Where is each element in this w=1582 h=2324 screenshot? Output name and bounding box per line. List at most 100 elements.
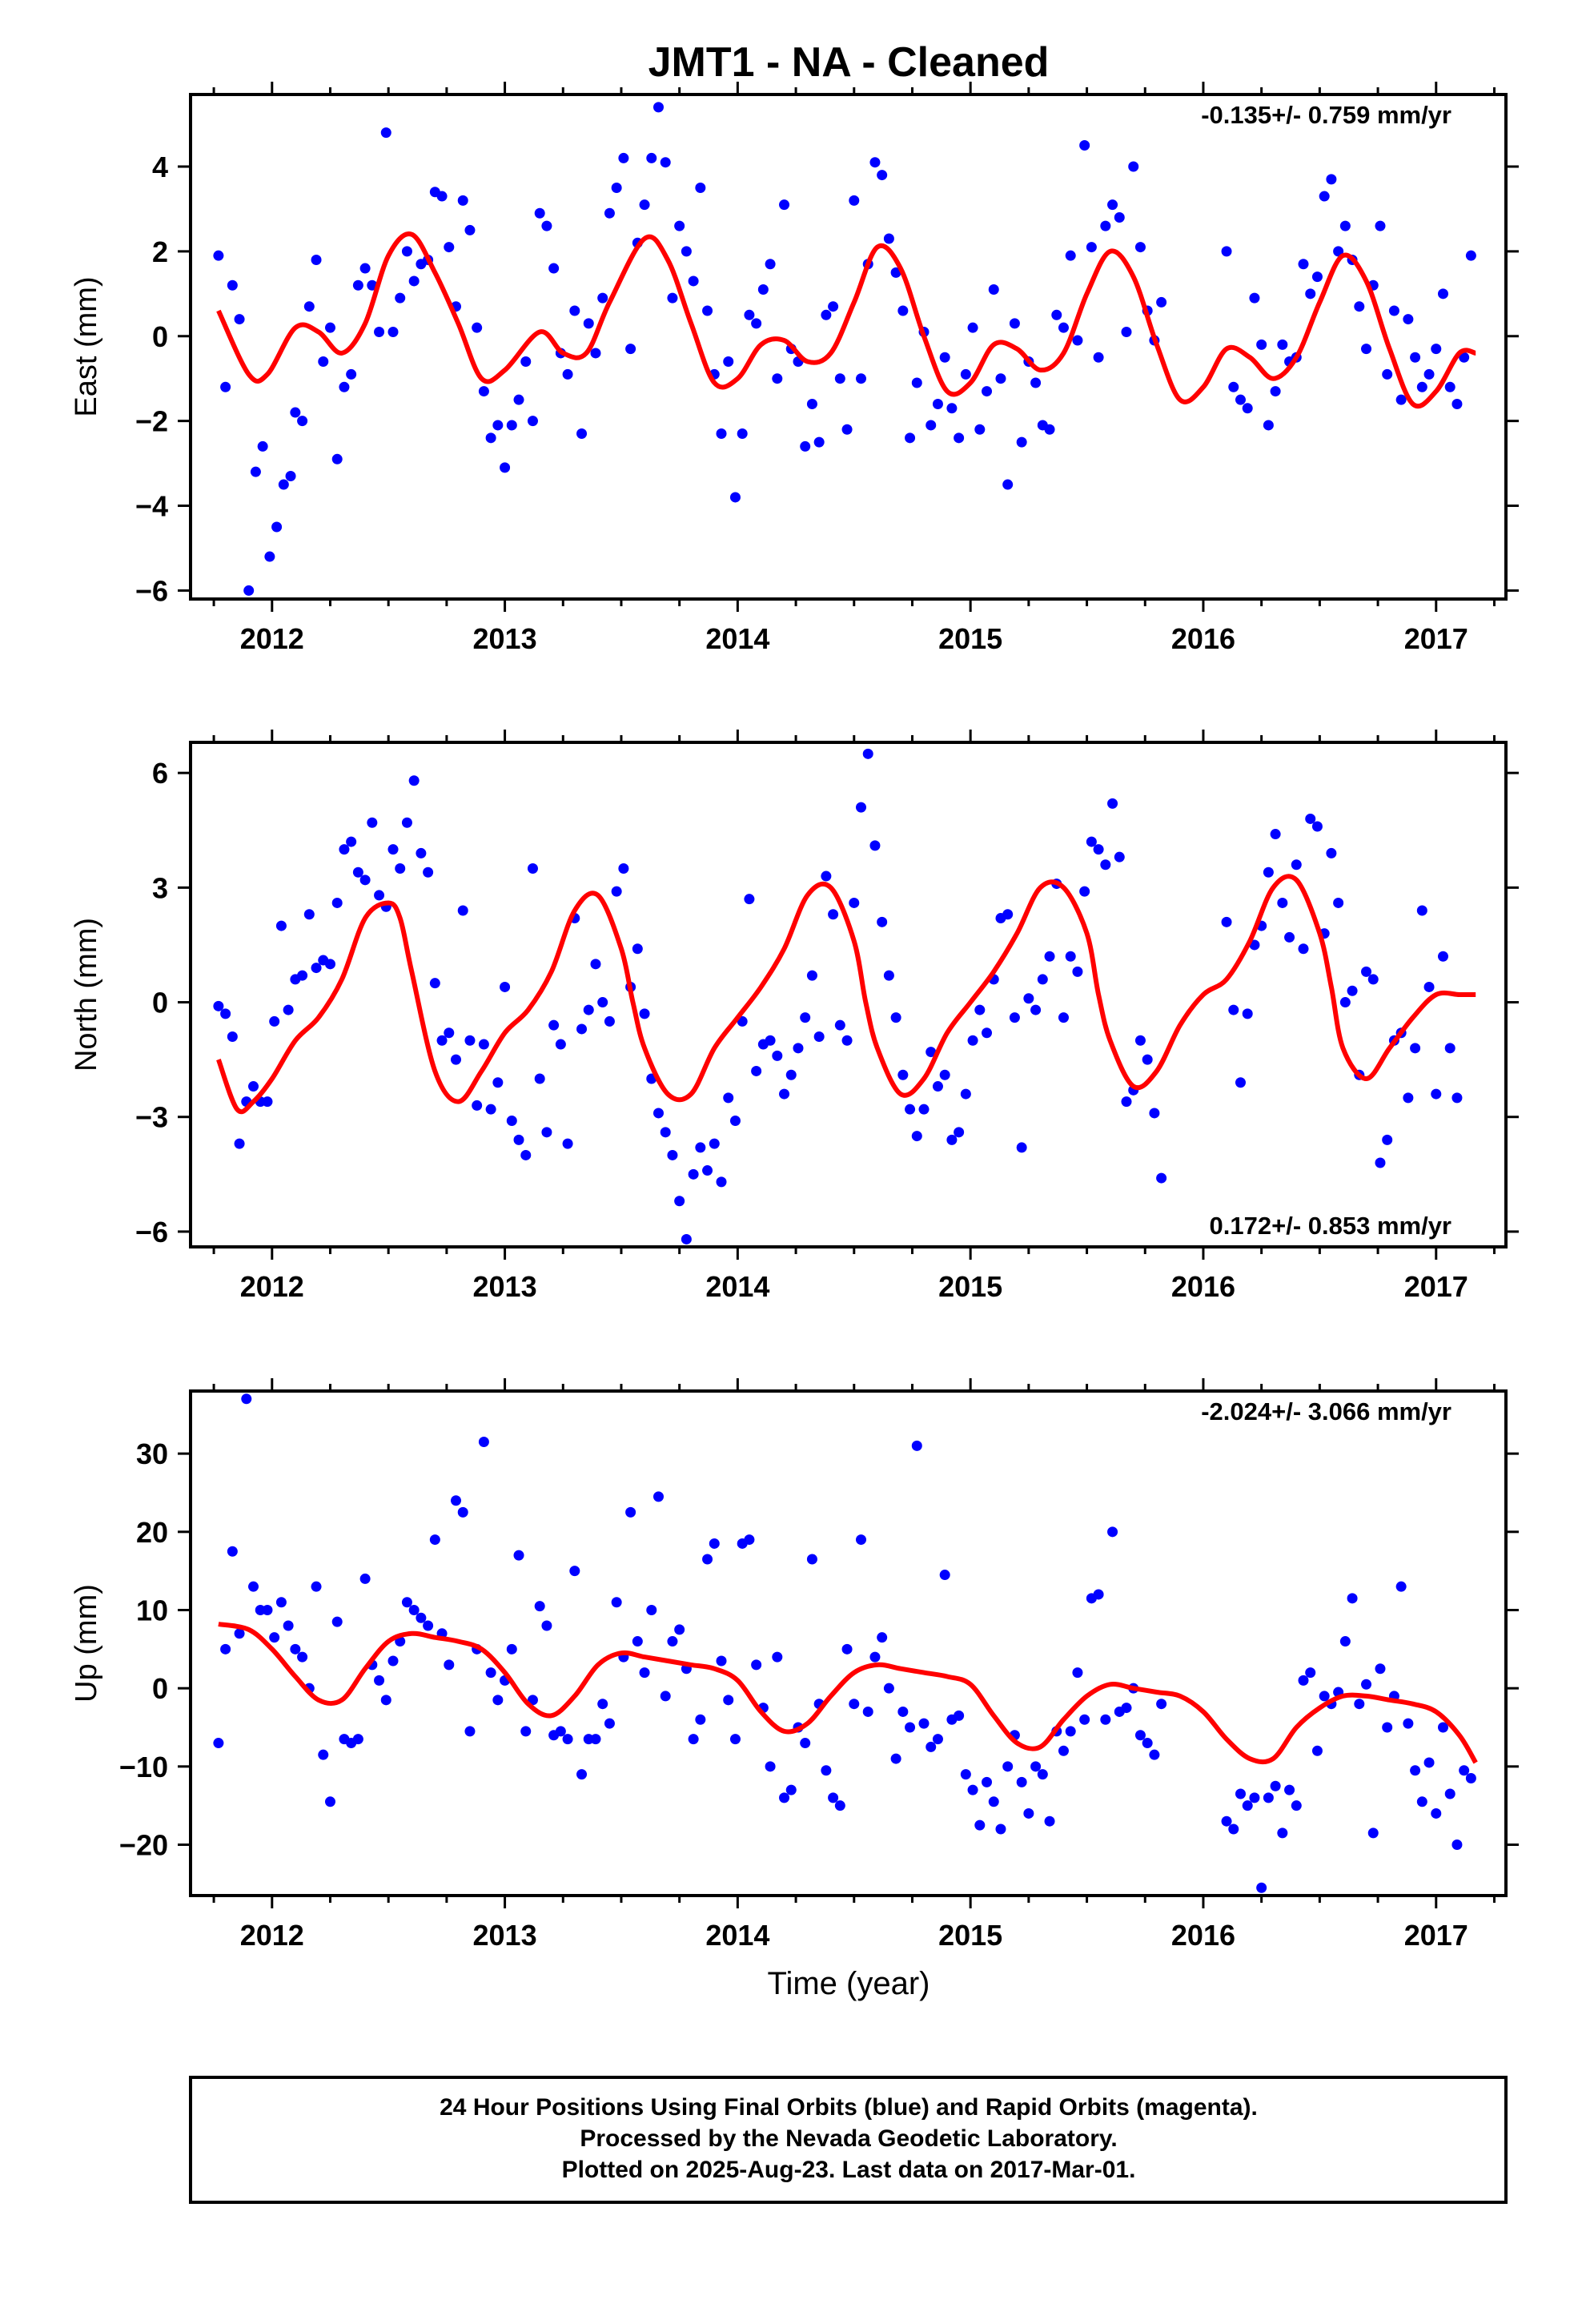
east-data-point (1319, 191, 1330, 202)
up-data-point (387, 1655, 399, 1667)
up-data-point (729, 1734, 741, 1745)
east-data-point (1044, 424, 1055, 435)
east-data-point (667, 292, 678, 304)
up-data-point (667, 1636, 678, 1647)
up-data-point (897, 1706, 909, 1717)
north-data-point (513, 1134, 524, 1145)
up-data-point (1277, 1827, 1288, 1839)
north-data-point (1305, 813, 1316, 824)
east-x-tick-label: 2017 (1404, 622, 1468, 655)
footer-line-1: 24 Hour Positions Using Final Orbits (bl… (440, 2094, 1258, 2121)
north-data-point (688, 1168, 699, 1180)
figure-title: JMT1 - NA - Cleaned (648, 39, 1050, 86)
east-data-point (339, 381, 350, 392)
east-data-point (1121, 326, 1132, 337)
north-y-tick-label: −6 (135, 1216, 168, 1248)
up-data-point (806, 1554, 817, 1565)
east-data-point (939, 352, 950, 363)
up-data-point (723, 1695, 734, 1706)
north-points (213, 748, 1463, 1244)
north-data-point (416, 847, 427, 858)
north-data-point (960, 1088, 971, 1100)
east-data-point (472, 322, 483, 333)
east-data-point (695, 182, 706, 193)
north-data-point (1284, 931, 1295, 943)
east-data-point (506, 420, 517, 431)
north-x-tick-label: 2012 (240, 1270, 304, 1303)
east-data-point (681, 246, 692, 257)
east-data-point (1270, 386, 1281, 397)
east-data-point (744, 309, 755, 320)
east-data-point (1221, 246, 1232, 257)
east-data-point (960, 368, 971, 380)
east-data-point (1235, 394, 1246, 405)
north-data-point (562, 1138, 573, 1149)
north-data-point (1347, 985, 1358, 996)
east-data-point (500, 462, 511, 473)
up-data-point (716, 1655, 727, 1667)
north-data-point (660, 1127, 671, 1138)
east-data-point (772, 373, 783, 384)
east-data-point (257, 440, 268, 452)
east-data-point (1249, 292, 1260, 304)
north-data-point (828, 909, 839, 920)
up-data-point (709, 1538, 720, 1549)
up-data-point (1452, 1839, 1463, 1851)
east-data-point (729, 492, 741, 503)
east-data-point (1298, 259, 1309, 270)
up-data-point (1044, 1815, 1055, 1827)
up-data-point (702, 1554, 713, 1565)
north-data-point (1361, 966, 1372, 977)
up-data-point (1347, 1593, 1358, 1604)
east-data-point (478, 386, 489, 397)
east-data-point (869, 157, 881, 168)
east-y-tick-label: −6 (135, 574, 168, 607)
east-data-point (1444, 381, 1456, 392)
east-data-point (926, 420, 937, 431)
east-data-point (1065, 250, 1076, 261)
east-data-point (485, 432, 496, 444)
north-data-point (877, 916, 888, 927)
east-data-point (639, 199, 650, 211)
east-data-point (828, 301, 839, 312)
east-data-point (1030, 377, 1042, 388)
up-y-tick-label: 0 (152, 1672, 168, 1705)
north-data-point (275, 920, 287, 931)
east-data-point (444, 242, 455, 253)
up-data-point (967, 1784, 978, 1795)
east-data-point (227, 279, 238, 291)
east-data-point (702, 305, 713, 316)
east-y-axis-label: East (mm) (70, 276, 103, 416)
north-data-point (1009, 1012, 1020, 1023)
north-data-point (618, 863, 629, 874)
up-data-point (905, 1722, 916, 1733)
north-panel: 2012 2013 2014 2015 2016 2017 −6 −3 0 3 6 North (mm… (70, 730, 1519, 1303)
north-data-point (1142, 1054, 1153, 1065)
north-data-point (303, 909, 315, 920)
up-data-point (821, 1765, 832, 1776)
east-data-point (946, 403, 958, 414)
north-data-point (597, 997, 608, 1008)
east-fit-line (216, 231, 1476, 409)
up-data-point (1149, 1749, 1160, 1760)
north-data-point (1079, 886, 1090, 897)
east-data-point (849, 195, 860, 206)
up-data-point (772, 1651, 783, 1663)
north-data-point (1298, 943, 1309, 955)
up-data-point (653, 1491, 665, 1502)
up-data-point (451, 1495, 462, 1506)
north-data-point (506, 1116, 517, 1126)
east-data-point (1263, 420, 1274, 431)
up-data-point (646, 1604, 657, 1615)
east-data-point (352, 279, 363, 291)
north-data-point (1030, 1004, 1042, 1015)
east-data-point (1107, 199, 1118, 211)
up-data-point (1107, 1526, 1118, 1538)
east-data-point (1228, 381, 1239, 392)
up-data-point (401, 1597, 412, 1608)
up-data-point (1002, 1761, 1014, 1772)
north-data-point (926, 1047, 937, 1058)
north-data-point (1149, 1108, 1160, 1119)
north-data-point (1339, 997, 1351, 1008)
up-data-point (625, 1506, 636, 1518)
